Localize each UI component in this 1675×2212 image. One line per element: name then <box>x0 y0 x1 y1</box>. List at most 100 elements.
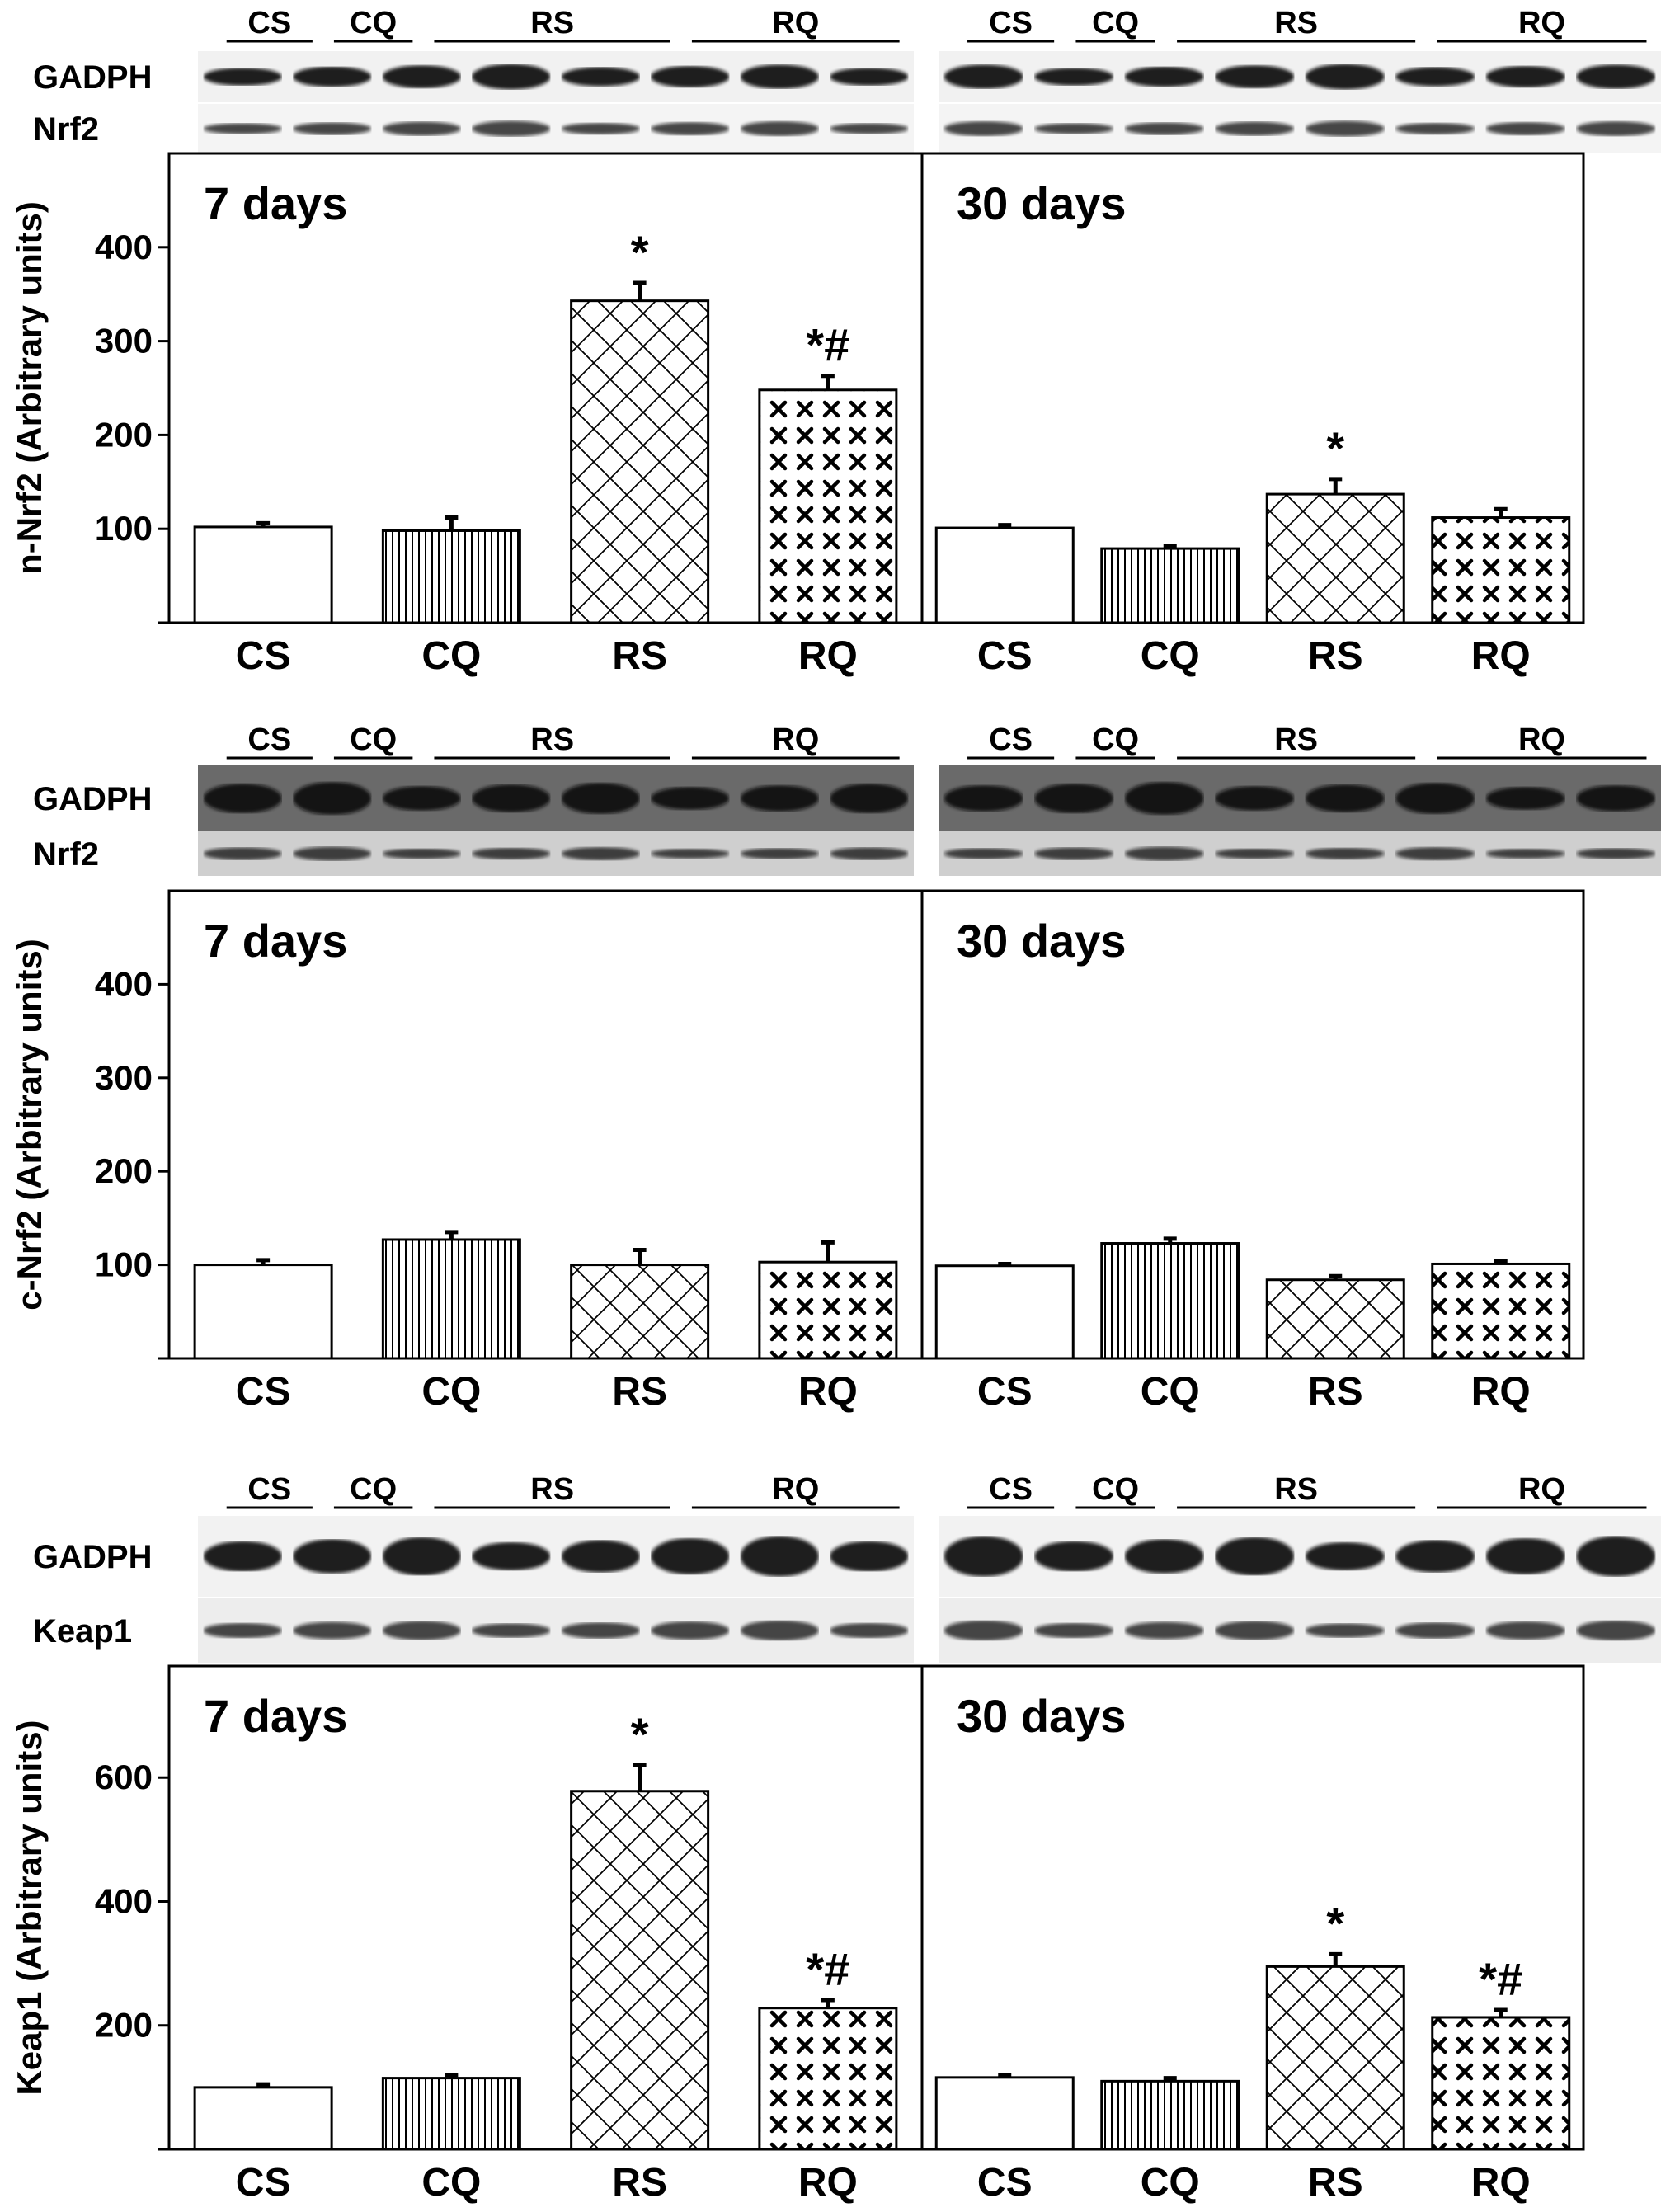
blot-band <box>293 122 372 135</box>
blot-band <box>1034 1622 1114 1639</box>
bar-chart-30-days: 30 days CS CQ * RS *# RQ <box>920 1664 1585 2205</box>
y-axis-label: n-Nrf2 (Arbitrary units) <box>10 201 49 575</box>
bar-rq <box>1431 1259 1571 1360</box>
blot-lane-group-rq: RQ <box>691 6 900 43</box>
blot-band <box>943 1620 1023 1641</box>
x-tick-label: CS <box>236 1370 291 1414</box>
bar-rect <box>1431 2016 1571 2151</box>
bar-rect <box>758 388 898 624</box>
blot-band <box>203 123 282 134</box>
bar-cs <box>193 520 333 624</box>
blot-lane-label: CQ <box>1092 722 1139 757</box>
blot-lane-group-cs: CS <box>967 6 1055 43</box>
blot-lane-group-rs: RS <box>1177 722 1416 760</box>
blot-band <box>561 67 640 87</box>
blot-lane-label: RQ <box>772 722 819 757</box>
blot-band <box>472 64 551 90</box>
blot-band <box>651 1537 730 1575</box>
bar-cs <box>934 523 1075 624</box>
bar-rs <box>570 1247 710 1360</box>
bar-cq <box>1100 2076 1240 2151</box>
x-tick-label: CS <box>236 634 291 678</box>
bar-rect <box>1265 492 1405 624</box>
bar-rect <box>381 1238 521 1360</box>
blot-band <box>1395 1622 1475 1639</box>
significance-marker: * <box>1326 422 1344 474</box>
blot-band <box>1576 120 1656 137</box>
blot-row-labels: GADPH Nrf2 <box>33 781 152 873</box>
bar-rs <box>1265 1273 1405 1360</box>
blot-band <box>830 1541 909 1572</box>
blot-band <box>1305 64 1385 90</box>
y-axis: 100 200 300 400 <box>95 964 169 1360</box>
bar-rect <box>381 529 521 624</box>
blot-band <box>293 66 372 87</box>
plot-frame <box>920 1664 1585 2151</box>
blot-lane-label: RS <box>1274 1472 1318 1507</box>
blot-band <box>1034 68 1114 86</box>
western-blot-0: CS CQ RS RQ <box>198 722 914 876</box>
blot-lane-label: RQ <box>772 6 819 40</box>
blot-strip-gadph <box>939 765 1661 831</box>
blot-band <box>651 1621 730 1640</box>
blot-band <box>943 848 1023 859</box>
blot-band <box>1124 781 1204 816</box>
blot-lane-label: CQ <box>350 722 397 757</box>
bar-rect <box>758 2007 898 2151</box>
significance-marker: * <box>631 1708 649 1760</box>
blot-lane-group-cs: CS <box>967 722 1055 760</box>
chart-title: 7 days <box>204 915 347 967</box>
blot-row-label-target: Nrf2 <box>33 111 99 148</box>
bar-rect <box>1431 516 1571 624</box>
x-tick-label: CS <box>977 1370 1033 1414</box>
blot-band <box>203 783 282 814</box>
blot-band <box>382 1621 461 1640</box>
blot-band <box>382 121 461 136</box>
x-tick-label: RQ <box>798 2161 858 2205</box>
bar-rect <box>934 526 1075 624</box>
blot-strip-gadph <box>198 765 914 831</box>
chart-title: 30 days <box>957 1690 1127 1742</box>
blot-band <box>1034 847 1114 860</box>
blot-band <box>943 120 1023 137</box>
plot-frame <box>920 152 1585 624</box>
blot-lane-group-rq: RQ <box>1437 1472 1647 1509</box>
blot-band <box>1395 846 1475 861</box>
blot-band <box>293 846 372 861</box>
x-tick-label: CQ <box>1141 1370 1200 1414</box>
blot-band <box>1576 1620 1656 1641</box>
y-tick-label: 400 <box>95 1881 153 1920</box>
blot-band <box>1124 66 1204 87</box>
bar-cs <box>193 1258 333 1360</box>
bar-chart-7-days: 7 days 200 400 600 Keap1 (Arbitrary units) CS… <box>10 1664 924 2205</box>
bar-rect <box>570 1790 710 2151</box>
significance-marker: *# <box>806 319 849 371</box>
blot-band <box>943 1536 1023 1577</box>
bar-rect <box>1100 2079 1240 2151</box>
bar-rect <box>193 2086 333 2151</box>
blot-band <box>1395 782 1475 815</box>
blot-lane-group-rs: RS <box>1177 1472 1416 1509</box>
blot-lane-group-cq: CQ <box>333 6 413 43</box>
bar-rect <box>193 1264 333 1360</box>
blot-band <box>472 1623 551 1638</box>
bar-cs <box>193 2082 333 2151</box>
chart-title: 30 days <box>957 915 1127 967</box>
bar-rq: *# <box>1431 1953 1571 2151</box>
bar-rect <box>1100 1242 1240 1360</box>
blot-band <box>1215 848 1295 859</box>
blot-band <box>203 1622 282 1639</box>
x-tick-label: RQ <box>1471 2161 1531 2205</box>
blot-lane-label: CS <box>247 6 291 40</box>
blot-band <box>651 786 730 811</box>
x-tick-label: RQ <box>798 1370 858 1414</box>
blot-lane-group-rs: RS <box>434 1472 670 1509</box>
significance-marker: *# <box>806 1943 849 1995</box>
blot-band <box>1305 784 1385 813</box>
blot-band <box>472 847 551 860</box>
blot-band <box>943 784 1023 812</box>
blot-lane-label: CQ <box>350 1472 397 1507</box>
bar-rect <box>934 1264 1075 1360</box>
blot-lane-group-cs: CS <box>226 6 313 43</box>
x-tick-label: RS <box>612 2161 667 2205</box>
